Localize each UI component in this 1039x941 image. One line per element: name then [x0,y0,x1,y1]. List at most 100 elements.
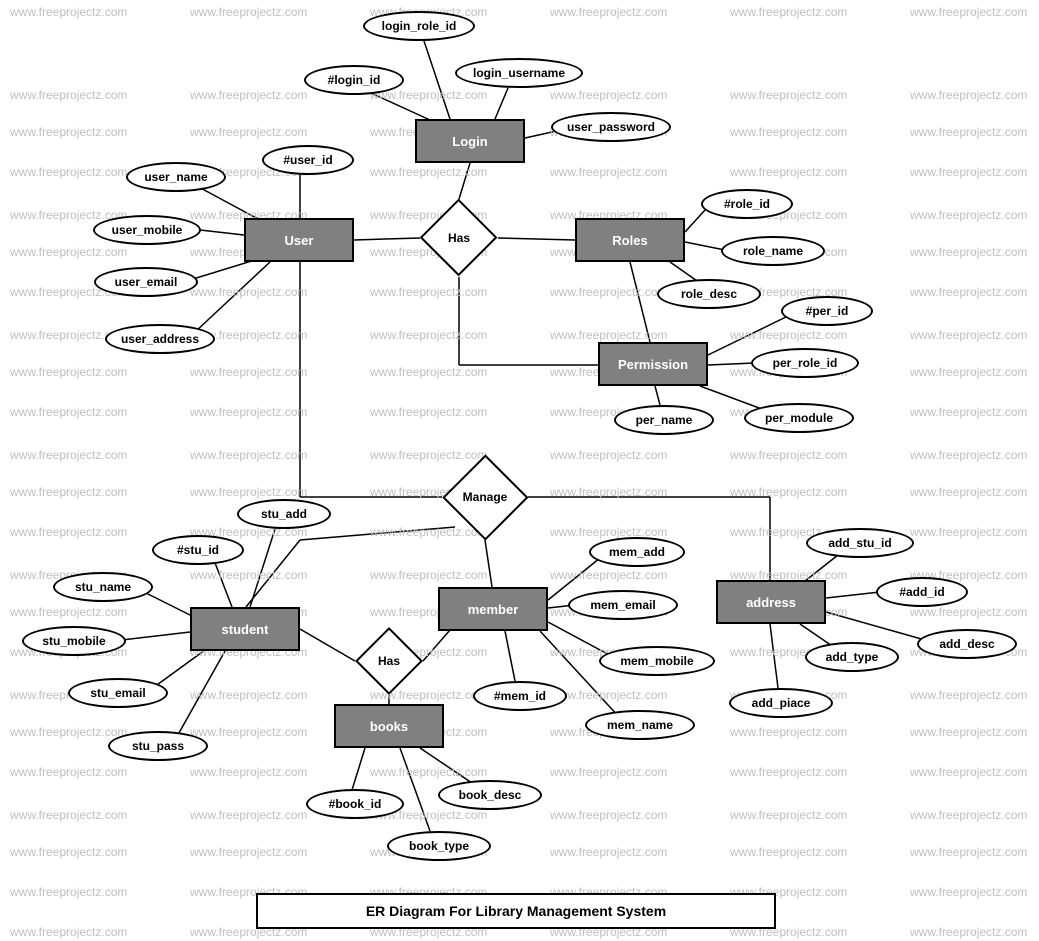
watermark-text: www.freeprojectz.com [370,328,487,342]
watermark-text: www.freeprojectz.com [190,125,307,139]
watermark-text: www.freeprojectz.com [370,405,487,419]
watermark-text: www.freeprojectz.com [730,845,847,859]
attribute-book_desc: book_desc [438,780,542,810]
watermark-text: www.freeprojectz.com [190,285,307,299]
watermark-text: www.freeprojectz.com [910,5,1027,19]
relationship-label: Has [378,654,400,668]
watermark-text: www.freeprojectz.com [550,285,667,299]
watermark-text: www.freeprojectz.com [730,328,847,342]
relationship-has2: Has [355,627,423,695]
attribute-add_place: add_piace [729,688,833,718]
watermark-text: www.freeprojectz.com [910,485,1027,499]
watermark-text: www.freeprojectz.com [190,765,307,779]
watermark-text: www.freeprojectz.com [910,125,1027,139]
watermark-text: www.freeprojectz.com [730,5,847,19]
entity-address: address [716,580,826,624]
watermark-text: www.freeprojectz.com [910,605,1027,619]
watermark-text: www.freeprojectz.com [910,925,1027,939]
watermark-text: www.freeprojectz.com [10,765,127,779]
watermark-text: www.freeprojectz.com [550,165,667,179]
watermark-text: www.freeprojectz.com [10,885,127,899]
attribute-book_id: #book_id [306,789,404,819]
watermark-text: www.freeprojectz.com [730,88,847,102]
attribute-per_name: per_name [614,405,714,435]
watermark-text: www.freeprojectz.com [730,448,847,462]
attribute-add_stu_id: add_stu_id [806,528,914,558]
watermark-text: www.freeprojectz.com [910,448,1027,462]
watermark-text: www.freeprojectz.com [730,485,847,499]
watermark-text: www.freeprojectz.com [550,485,667,499]
attribute-add_id: #add_id [876,577,968,607]
relationship-label: Has [448,231,470,245]
watermark-text: www.freeprojectz.com [550,328,667,342]
attribute-stu_mobile: stu_mobile [22,626,126,656]
watermark-text: www.freeprojectz.com [550,5,667,19]
attribute-user_address: user_address [105,324,215,354]
watermark-text: www.freeprojectz.com [910,808,1027,822]
watermark-text: www.freeprojectz.com [190,5,307,19]
watermark-text: www.freeprojectz.com [10,485,127,499]
watermark-text: www.freeprojectz.com [550,845,667,859]
attribute-user_email: user_email [94,267,198,297]
attribute-add_desc: add_desc [917,629,1017,659]
watermark-text: www.freeprojectz.com [190,485,307,499]
watermark-text: www.freeprojectz.com [190,808,307,822]
attribute-user_name: user_name [126,162,226,192]
watermark-text: www.freeprojectz.com [910,885,1027,899]
watermark-text: www.freeprojectz.com [910,165,1027,179]
watermark-text: www.freeprojectz.com [10,525,127,539]
relationship-label: Manage [463,490,508,504]
watermark-text: www.freeprojectz.com [730,765,847,779]
watermark-text: www.freeprojectz.com [10,165,127,179]
watermark-text: www.freeprojectz.com [10,725,127,739]
watermark-text: www.freeprojectz.com [550,808,667,822]
watermark-text: www.freeprojectz.com [370,165,487,179]
watermark-text: www.freeprojectz.com [10,88,127,102]
watermark-text: www.freeprojectz.com [910,285,1027,299]
attribute-book_type: book_type [387,831,491,861]
attribute-user_password: user_password [551,112,671,142]
watermark-text: www.freeprojectz.com [550,765,667,779]
attribute-mem_email: mem_email [568,590,678,620]
watermark-text: www.freeprojectz.com [190,845,307,859]
attribute-per_module: per_module [744,403,854,433]
watermark-text: www.freeprojectz.com [10,808,127,822]
watermark-text: www.freeprojectz.com [10,845,127,859]
attribute-add_type: add_type [805,642,899,672]
watermark-text: www.freeprojectz.com [910,365,1027,379]
watermark-text: www.freeprojectz.com [10,365,127,379]
watermark-text: www.freeprojectz.com [550,448,667,462]
attribute-role_name: role_name [721,236,825,266]
attribute-mem_name: mem_name [585,710,695,740]
watermark-text: www.freeprojectz.com [910,845,1027,859]
attribute-user_mobile: user_mobile [93,215,201,245]
attribute-mem_add: mem_add [589,537,685,567]
watermark-text: www.freeprojectz.com [10,925,127,939]
entity-roles: Roles [575,218,685,262]
attribute-stu_email: stu_email [68,678,168,708]
watermark-text: www.freeprojectz.com [910,725,1027,739]
watermark-text: www.freeprojectz.com [190,365,307,379]
diagram-title-text: ER Diagram For Library Management System [366,903,666,919]
attribute-role_desc: role_desc [657,279,761,309]
attribute-user_id: #user_id [262,145,354,175]
watermark-text: www.freeprojectz.com [190,568,307,582]
diagram-title: ER Diagram For Library Management System [256,893,776,929]
entity-books: books [334,704,444,748]
entity-login: Login [415,119,525,163]
attribute-per_role_id: per_role_id [751,348,859,378]
watermark-text: www.freeprojectz.com [550,568,667,582]
watermark-text: www.freeprojectz.com [910,208,1027,222]
attribute-stu_add: stu_add [237,499,331,529]
attribute-login_id: #login_id [304,65,404,95]
attribute-stu_id: #stu_id [152,535,244,565]
watermark-text: www.freeprojectz.com [910,88,1027,102]
entity-student: student [190,607,300,651]
watermark-text: www.freeprojectz.com [910,405,1027,419]
watermark-text: www.freeprojectz.com [10,405,127,419]
watermark-text: www.freeprojectz.com [190,688,307,702]
watermark-text: www.freeprojectz.com [10,5,127,19]
watermark-text: www.freeprojectz.com [10,605,127,619]
watermark-text: www.freeprojectz.com [10,245,127,259]
watermark-text: www.freeprojectz.com [370,365,487,379]
